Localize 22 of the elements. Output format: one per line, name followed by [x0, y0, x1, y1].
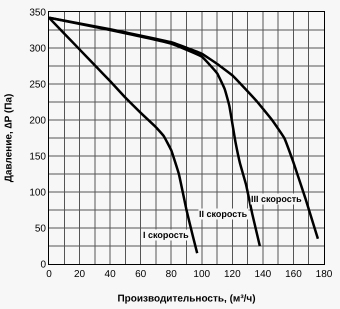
x-tick-label: 140	[254, 269, 272, 280]
y-tick-label: 350	[29, 8, 46, 18]
x-tick-label: 100	[193, 269, 211, 280]
y-tick-label: 250	[29, 80, 46, 90]
series-label: I скорость	[143, 230, 190, 240]
x-tick-label: 20	[74, 269, 86, 280]
y-tick-label: 150	[29, 152, 46, 162]
y-tick-label: 0	[40, 260, 46, 270]
x-tick-label: 160	[285, 269, 302, 280]
x-tick-label: 180	[316, 269, 333, 280]
series-label: III скорость	[251, 194, 302, 204]
x-axis-title: Производительность, (м³/ч)	[117, 294, 256, 304]
x-tick-label: 120	[224, 269, 242, 280]
y-tick-label: 300	[29, 44, 46, 54]
y-tick-label: 50	[34, 224, 46, 234]
y-axis-title: Давление, ∆P (Па)	[3, 94, 14, 182]
x-tick-label: 80	[166, 269, 178, 280]
series-label: II скорость	[199, 209, 248, 219]
y-tick-label: 200	[29, 116, 46, 126]
x-tick-label: 40	[104, 269, 116, 280]
x-tick-label: 60	[135, 269, 147, 280]
y-tick-label: 100	[29, 188, 46, 198]
